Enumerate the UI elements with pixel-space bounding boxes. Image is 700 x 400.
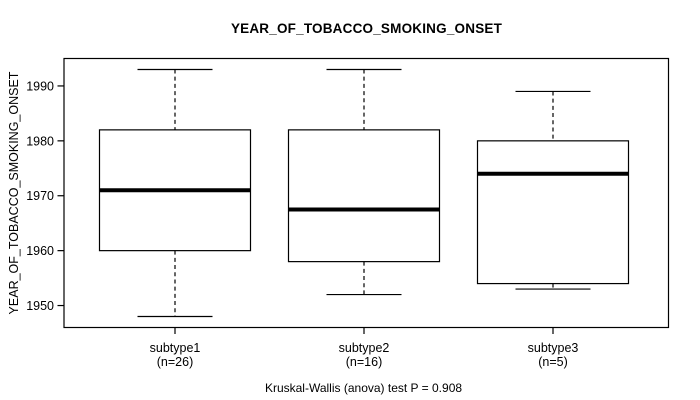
chart-title: YEAR_OF_TOBACCO_SMOKING_ONSET: [230, 21, 503, 36]
y-axis-tick-label: 1990: [26, 79, 54, 93]
group-n-label-subtype1: (n=26): [157, 355, 193, 369]
group-n-label-subtype3: (n=5): [538, 355, 568, 369]
y-axis-tick-label: 1960: [26, 244, 54, 258]
y-axis-tick-label: 1970: [26, 189, 54, 203]
group-label-subtype3: subtype3: [528, 341, 579, 355]
group-label-subtype2: subtype2: [339, 341, 390, 355]
iqr-box-subtype2: [287, 129, 441, 263]
y-axis-tick-label: 1980: [26, 134, 54, 148]
iqr-box-subtype3: [476, 140, 630, 285]
plot-frame: [63, 57, 670, 329]
group-label-subtype1: subtype1: [150, 341, 201, 355]
kruskal-wallis-caption: Kruskal-Wallis (anova) test P = 0.908: [264, 381, 463, 395]
y-axis-tick-label: 1950: [26, 299, 54, 313]
group-n-label-subtype2: (n=16): [346, 355, 382, 369]
